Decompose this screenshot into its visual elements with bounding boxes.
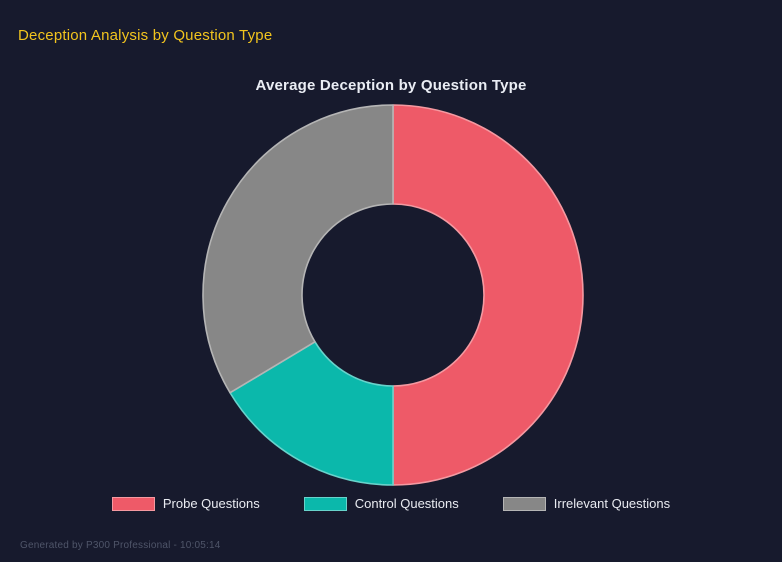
chart-legend: Probe Questions Control Questions Irrele… — [0, 496, 782, 511]
donut-chart — [202, 104, 584, 486]
donut-segment-irrelevant-questions[interactable] — [202, 104, 394, 394]
legend-item-probe-questions[interactable]: Probe Questions — [111, 496, 260, 511]
legend-item-irrelevant-questions[interactable]: Irrelevant Questions — [502, 496, 671, 511]
page-title: Deception Analysis by Question Type — [18, 27, 273, 44]
footer-note: Generated by P300 Professional - 10:05:1… — [20, 540, 221, 551]
legend-label-control: Control Questions — [354, 496, 459, 511]
legend-item-control-questions[interactable]: Control Questions — [303, 496, 459, 511]
donut-segment-control-questions[interactable] — [229, 341, 394, 486]
donut-segment-probe-questions[interactable] — [392, 104, 584, 486]
legend-label-irrelevant: Irrelevant Questions — [553, 496, 671, 511]
legend-swatch-probe — [111, 496, 155, 511]
legend-label-probe: Probe Questions — [162, 496, 260, 511]
legend-swatch-control — [303, 496, 347, 511]
chart-title: Average Deception by Question Type — [255, 77, 527, 94]
legend-swatch-irrelevant — [502, 496, 546, 511]
